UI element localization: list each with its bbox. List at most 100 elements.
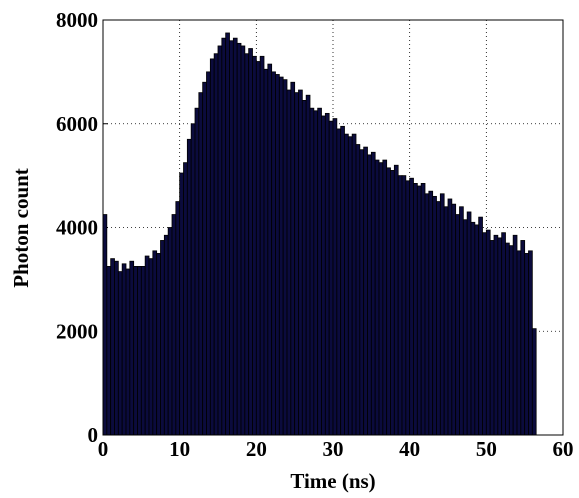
bar bbox=[286, 89, 292, 436]
x-tick-label: 20 bbox=[246, 437, 267, 461]
bar bbox=[416, 185, 422, 436]
bar bbox=[309, 107, 315, 436]
bar bbox=[382, 159, 388, 436]
bar bbox=[520, 240, 526, 436]
bar bbox=[121, 263, 127, 436]
bar bbox=[290, 81, 296, 436]
bar bbox=[252, 55, 257, 436]
bar bbox=[148, 258, 154, 436]
bar bbox=[317, 107, 322, 436]
bar bbox=[332, 118, 338, 436]
bar bbox=[232, 37, 238, 436]
bar bbox=[386, 167, 391, 436]
bar bbox=[489, 240, 495, 436]
bar bbox=[152, 250, 158, 436]
bar bbox=[336, 128, 342, 436]
bar bbox=[470, 221, 476, 436]
bar bbox=[221, 37, 227, 436]
x-axis-label: Time (ns) bbox=[290, 469, 375, 493]
bar bbox=[340, 125, 345, 436]
bar bbox=[347, 136, 353, 436]
bar bbox=[397, 175, 403, 436]
bar bbox=[328, 120, 334, 436]
bar bbox=[298, 89, 303, 436]
bar bbox=[213, 53, 219, 436]
bar bbox=[209, 58, 215, 436]
bar bbox=[248, 48, 253, 436]
bar bbox=[240, 45, 246, 436]
bar bbox=[117, 271, 123, 436]
bar bbox=[439, 193, 445, 436]
y-tick-label: 6000 bbox=[56, 112, 98, 136]
bar bbox=[508, 245, 514, 436]
bar bbox=[194, 107, 200, 436]
y-tick-label: 2000 bbox=[56, 319, 98, 343]
bar bbox=[528, 250, 533, 436]
bar bbox=[390, 170, 395, 436]
bar bbox=[236, 42, 242, 436]
bar bbox=[474, 224, 480, 436]
plot-frame bbox=[102, 19, 564, 436]
bar bbox=[175, 201, 181, 436]
bar bbox=[156, 253, 161, 436]
bar bbox=[409, 177, 414, 436]
bar bbox=[160, 240, 165, 436]
bar bbox=[443, 206, 449, 436]
y-tick-label: 0 bbox=[88, 423, 99, 447]
bar bbox=[516, 250, 522, 436]
bar bbox=[497, 237, 503, 436]
bar bbox=[413, 183, 418, 436]
bar bbox=[485, 229, 491, 436]
bar bbox=[367, 154, 372, 436]
bar bbox=[451, 203, 457, 436]
bar bbox=[428, 190, 434, 436]
bar bbox=[271, 71, 276, 436]
bar bbox=[466, 211, 472, 436]
bar bbox=[198, 92, 204, 436]
bar bbox=[432, 195, 437, 436]
bar bbox=[278, 76, 284, 436]
bar bbox=[144, 255, 150, 436]
bar bbox=[313, 110, 319, 436]
bar bbox=[405, 180, 411, 436]
bar bbox=[505, 242, 510, 436]
bar bbox=[255, 61, 261, 436]
bar bbox=[186, 138, 192, 436]
bar bbox=[263, 68, 269, 436]
bar bbox=[140, 266, 146, 436]
bar bbox=[244, 53, 250, 436]
bar bbox=[524, 253, 529, 436]
bar bbox=[163, 234, 169, 436]
bar bbox=[206, 71, 211, 436]
bar bbox=[229, 40, 234, 436]
x-tick-label: 30 bbox=[323, 437, 344, 461]
bar bbox=[455, 214, 460, 436]
bar bbox=[359, 149, 365, 436]
bar bbox=[217, 45, 223, 436]
bar bbox=[259, 55, 265, 436]
bar bbox=[447, 198, 453, 436]
bar bbox=[171, 214, 177, 436]
bar bbox=[282, 79, 288, 436]
y-axis-label: Photon count bbox=[9, 168, 33, 288]
bar bbox=[482, 232, 487, 436]
bar bbox=[114, 260, 119, 436]
bar bbox=[167, 227, 173, 436]
bar bbox=[102, 214, 108, 436]
bar bbox=[202, 81, 207, 436]
bar bbox=[190, 123, 196, 436]
bar bbox=[363, 146, 368, 436]
bar bbox=[436, 201, 441, 436]
bar bbox=[370, 151, 376, 436]
bar bbox=[125, 268, 131, 436]
bar bbox=[459, 206, 464, 436]
bar bbox=[137, 266, 142, 436]
bar bbox=[106, 266, 112, 436]
bar bbox=[133, 266, 138, 436]
x-tick-label: 50 bbox=[476, 437, 497, 461]
x-tick-label: 60 bbox=[553, 437, 574, 461]
bar bbox=[344, 133, 349, 436]
x-tick-label: 40 bbox=[399, 437, 420, 461]
y-tick-label: 8000 bbox=[56, 8, 98, 32]
